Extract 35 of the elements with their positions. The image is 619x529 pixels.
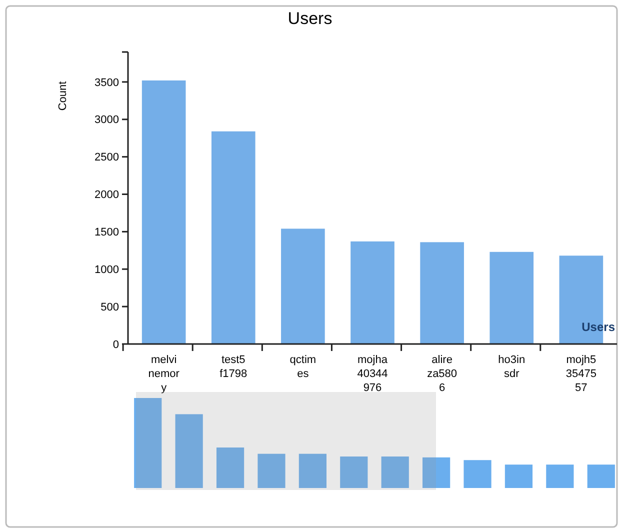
bar [216, 448, 244, 488]
bar [422, 457, 450, 488]
y-tick-label: 2500 [94, 152, 119, 164]
bar [142, 80, 186, 344]
bar [281, 228, 325, 344]
bar [420, 242, 464, 344]
bar [258, 454, 286, 488]
y-tick-label: 1500 [94, 226, 119, 239]
x-tick-label: ho3insdr [498, 354, 526, 380]
bar [490, 252, 534, 344]
x-tick-label: melvinemory [148, 354, 180, 394]
x-tick-label: qctimes [290, 354, 316, 380]
x-tick-label: mojh53547557 [566, 354, 596, 394]
bar [546, 464, 574, 488]
y-axis-title: Count [57, 81, 69, 111]
y-tick-label: 3500 [94, 76, 119, 89]
bar [504, 464, 533, 488]
bar [464, 460, 492, 488]
bar [211, 131, 256, 344]
bar [587, 464, 615, 488]
y-tick-label: 0 [112, 338, 119, 351]
y-tick-label: 1000 [94, 264, 119, 276]
y-tick-label: 2000 [94, 189, 119, 202]
y-tick-label: 500 [100, 301, 119, 314]
bar [340, 456, 368, 488]
bar [381, 456, 409, 488]
bar [298, 454, 326, 488]
bar [175, 414, 203, 488]
x-tick-label: alireza5806 [427, 354, 458, 394]
bar [350, 241, 394, 344]
bar [134, 398, 162, 488]
y-tick-label: 3000 [94, 114, 119, 126]
x-tick-label: test5f1798 [220, 354, 248, 380]
x-tick-label: mojha40344976 [357, 354, 388, 394]
x-axis-title: Users [288, 9, 332, 28]
